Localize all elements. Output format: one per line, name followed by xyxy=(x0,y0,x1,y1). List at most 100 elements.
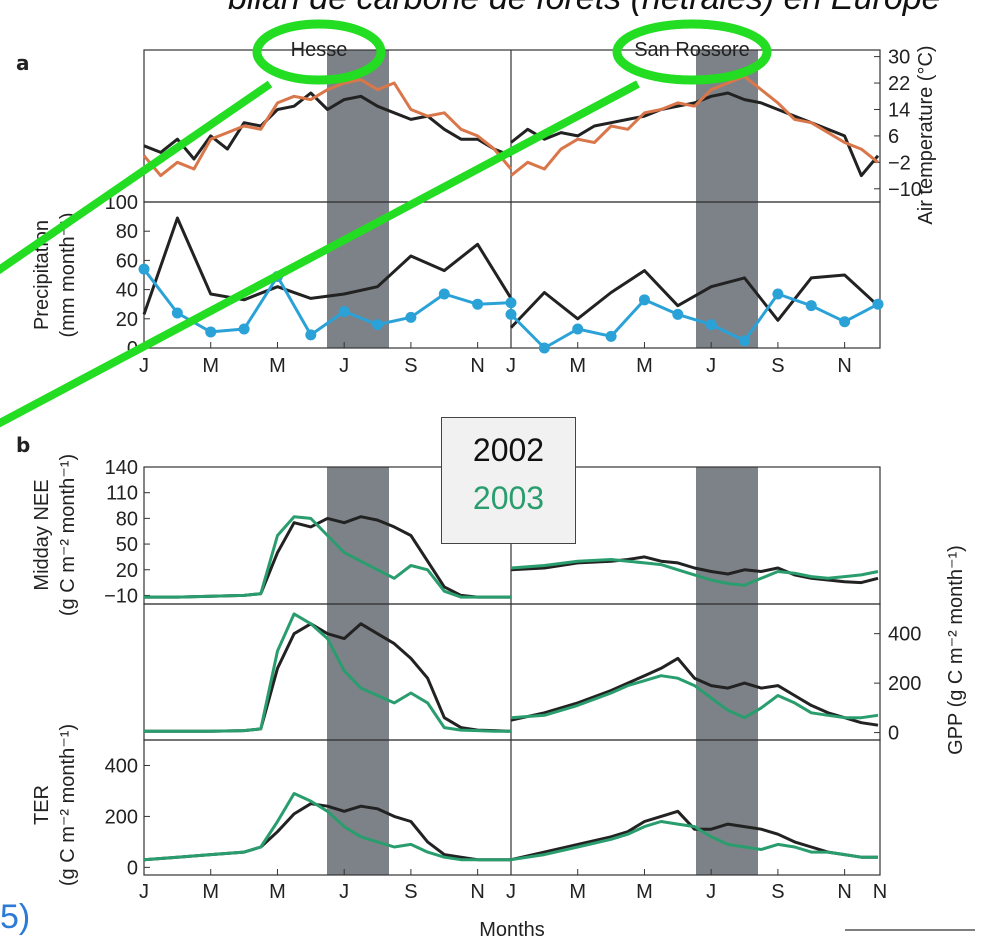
series-line-2003-hesse xyxy=(142,78,513,178)
x-tick-label: J xyxy=(139,355,149,377)
data-point xyxy=(839,316,851,328)
data-point xyxy=(438,288,450,300)
panel-frame xyxy=(143,201,881,349)
y-axis-label-precipitation: (mm month⁻¹) xyxy=(57,213,79,338)
x-tick-label: J xyxy=(139,881,149,903)
series-line-2003-san-rossore xyxy=(510,820,878,862)
legend-2002: 2002 xyxy=(472,432,545,468)
data-point xyxy=(705,319,717,331)
data-point xyxy=(372,319,384,331)
y-tick-label: −10 xyxy=(104,585,138,607)
x-tick-label: M xyxy=(569,355,586,377)
drought-band xyxy=(696,467,758,875)
data-point xyxy=(739,335,751,347)
x-tick-label: S xyxy=(771,881,784,903)
y-axis-label-gpp: GPP (g C m⁻² month⁻¹) xyxy=(945,545,967,755)
y-tick-label: −2 xyxy=(888,152,911,174)
y-tick-label: 0 xyxy=(127,857,138,879)
series-line-2003-san-rossore xyxy=(510,558,879,587)
x-tick-label: N xyxy=(470,881,484,903)
data-point xyxy=(638,294,650,306)
series-line-2003-san-rossore xyxy=(510,674,879,720)
y-tick-label: 110 xyxy=(106,483,138,505)
series-line-2003-san-rossore xyxy=(509,292,879,350)
data-point xyxy=(772,288,784,300)
x-tick-label: J xyxy=(339,881,349,903)
y-tick-label: 140 xyxy=(105,457,138,479)
y-tick-label: 14 xyxy=(888,99,910,121)
panel-label-a: a xyxy=(16,51,30,75)
series-line-2003-hesse xyxy=(144,612,511,733)
pointer-line-san-rossore xyxy=(0,80,640,428)
pointer-line-hesse xyxy=(0,80,273,275)
corner-reference: 5) xyxy=(0,898,31,936)
panel-label-b: b xyxy=(16,433,30,457)
drought-band xyxy=(327,467,389,875)
y-tick-label: 60 xyxy=(116,250,138,272)
series-line-2003-hesse xyxy=(144,515,511,599)
y-tick-label: 50 xyxy=(116,534,138,556)
highlight-ellipse-san-rossore xyxy=(612,19,772,85)
drought-band xyxy=(327,50,389,348)
y-tick-label: 80 xyxy=(116,508,138,530)
data-point xyxy=(505,297,517,309)
series-line-2002-san-rossore xyxy=(510,656,879,727)
data-point xyxy=(605,330,617,342)
legend-box: 2002 2003 xyxy=(441,417,576,544)
data-point xyxy=(238,323,250,335)
data-point xyxy=(338,306,350,317)
y-tick-label: 200 xyxy=(105,806,138,828)
x-tick-label: N xyxy=(873,881,887,903)
highlight-ellipse-hesse xyxy=(252,19,386,85)
data-point xyxy=(472,298,484,310)
data-point xyxy=(505,308,517,320)
y-tick-label: 400 xyxy=(888,624,921,646)
y-axis-label-nee: (g C m⁻² month⁻¹) xyxy=(57,454,79,616)
y-axis-label-temperature: Air temperature (°C) xyxy=(915,45,937,224)
y-tick-label: 80 xyxy=(116,221,138,243)
x-tick-label: S xyxy=(404,881,417,903)
x-tick-label: M xyxy=(269,355,286,377)
x-tick-label: M xyxy=(636,355,653,377)
data-point xyxy=(305,329,317,341)
y-axis-label-ter: TER xyxy=(31,785,53,825)
series-line-2003-hesse xyxy=(142,268,512,337)
x-axis-label: Months xyxy=(479,919,545,941)
y-tick-label: 20 xyxy=(116,309,138,331)
x-tick-label: M xyxy=(636,881,653,903)
panel-frame xyxy=(143,739,881,876)
data-point xyxy=(138,263,150,275)
y-tick-label: −10 xyxy=(888,179,922,201)
y-tick-label: 40 xyxy=(116,280,138,302)
data-point xyxy=(872,298,884,310)
data-point xyxy=(672,308,684,320)
x-tick-label: M xyxy=(269,881,286,903)
data-point xyxy=(538,342,550,354)
y-tick-label: 100 xyxy=(105,192,138,214)
x-tick-label: S xyxy=(404,355,417,377)
series-line-2002-san-rossore xyxy=(509,269,880,329)
x-tick-label: J xyxy=(506,355,516,377)
x-tick-label: M xyxy=(569,881,586,903)
data-point xyxy=(205,326,217,338)
data-point xyxy=(171,307,183,319)
data-point xyxy=(572,323,584,335)
x-tick-label: J xyxy=(339,355,349,377)
x-tick-label: M xyxy=(202,881,219,903)
x-tick-label: N xyxy=(837,355,851,377)
y-tick-label: 6 xyxy=(888,126,899,148)
series-line-2003-san-rossore xyxy=(510,74,879,177)
series-line-2002-hesse xyxy=(142,216,513,315)
y-axis-label-nee: Midday NEE xyxy=(31,479,53,590)
x-tick-label: M xyxy=(202,355,219,377)
y-tick-label: 22 xyxy=(888,73,910,95)
site-label-san-rossore: San Rossore xyxy=(634,39,750,61)
y-tick-label: 400 xyxy=(105,755,138,777)
legend-2003: 2003 xyxy=(472,480,545,516)
data-point xyxy=(405,311,417,323)
x-tick-label: J xyxy=(506,881,516,903)
x-tick-label: S xyxy=(771,355,784,377)
site-label-hesse: Hesse xyxy=(291,39,348,61)
y-tick-label: 20 xyxy=(116,560,138,582)
